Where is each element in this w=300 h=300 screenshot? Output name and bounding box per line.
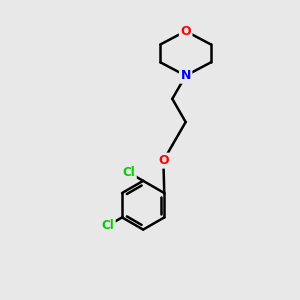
- Text: Cl: Cl: [101, 219, 114, 232]
- Text: O: O: [158, 154, 169, 167]
- Text: Cl: Cl: [123, 166, 135, 179]
- Text: N: N: [181, 69, 191, 82]
- Text: O: O: [180, 25, 191, 38]
